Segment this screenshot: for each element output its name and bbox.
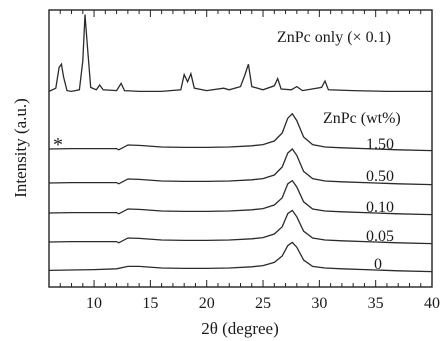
x-tick-label: 35 bbox=[368, 295, 384, 312]
series-line-3 bbox=[48, 179, 433, 216]
series-line-2 bbox=[48, 148, 433, 186]
series-line-1 bbox=[48, 112, 433, 152]
series-label-2: 0.50 bbox=[366, 168, 394, 185]
series-labels: ZnPc only (× 0.1) 1.50 0.50 0.10 0.05 0 bbox=[277, 29, 394, 273]
series-label-4: 0.05 bbox=[366, 228, 394, 245]
x-tick-label: 30 bbox=[311, 295, 327, 312]
y-axis-title: Intensity (a.u.) bbox=[11, 98, 30, 198]
series-label-3: 0.10 bbox=[366, 199, 394, 216]
marker-star: * bbox=[53, 134, 63, 156]
legend-title: ZnPc (wt%) bbox=[323, 110, 401, 127]
series-label-5: 0 bbox=[374, 256, 382, 273]
x-tick-label: 40 bbox=[424, 295, 440, 312]
x-tick-label: 10 bbox=[86, 295, 102, 312]
series-line-5 bbox=[48, 241, 433, 273]
x-tick-labels: 10 15 20 25 30 35 40 bbox=[86, 295, 440, 312]
x-tick-label: 20 bbox=[199, 295, 215, 312]
series-group bbox=[48, 14, 433, 273]
series-line-4 bbox=[48, 209, 433, 245]
series-label-0: ZnPc only (× 0.1) bbox=[277, 29, 391, 46]
series-label-1: 1.50 bbox=[366, 136, 394, 153]
axis-ticks bbox=[48, 10, 433, 287]
x-tick-label: 25 bbox=[255, 295, 271, 312]
series-line-0 bbox=[48, 14, 432, 93]
x-axis-title: 2θ (degree) bbox=[201, 319, 279, 338]
x-tick-label: 15 bbox=[142, 295, 158, 312]
